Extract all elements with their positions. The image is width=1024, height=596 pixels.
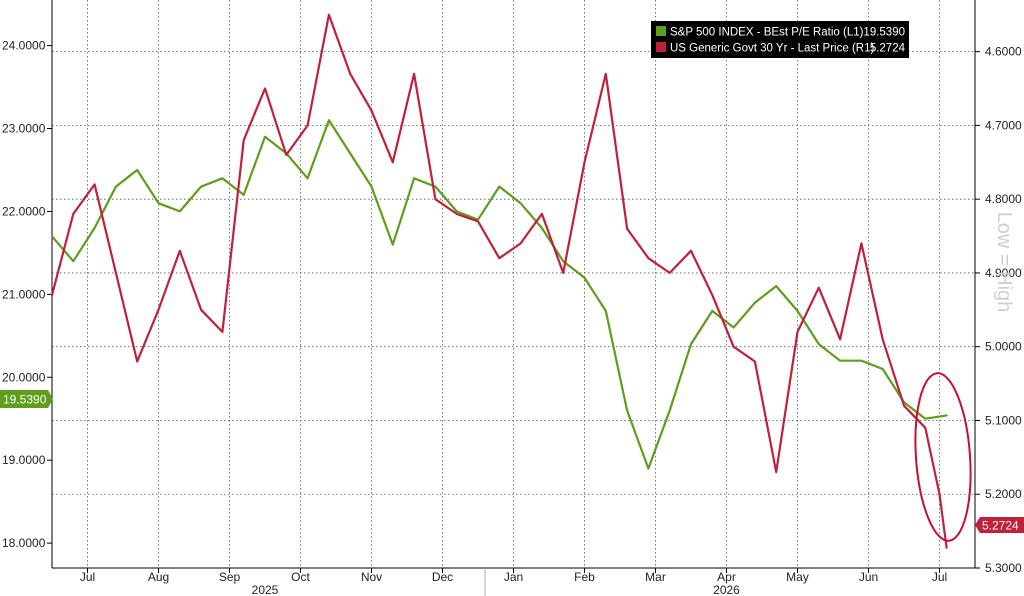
left-axis-ticks: 24.0000 23.0000 22.0000 21.0000 20.0000 19.00… — [2, 39, 52, 550]
legend-swatch-pe — [656, 26, 666, 36]
right-tick-label: 4.8000 — [985, 192, 1022, 206]
series-line-pe-ratio — [50, 119, 948, 470]
x-tick-label: Feb — [574, 570, 595, 584]
last-value-tag-pe-bg — [0, 390, 53, 408]
series-line-30yr-yield — [50, 13, 948, 549]
x-tick-label: Dec — [432, 570, 453, 584]
right-tick-label: 4.9000 — [985, 266, 1022, 280]
last-value-tag-yield-bg — [975, 517, 1024, 533]
legend: S&P 500 INDEX - BEst P/E Ratio (L1) 19.5… — [651, 21, 909, 58]
x-tick-label: Jul — [932, 570, 947, 584]
left-tick-label: 20.0000 — [2, 370, 46, 384]
x-tick-label: May — [786, 570, 809, 584]
last-value-tag-yield: 5.2724 — [975, 517, 1024, 533]
last-value-tag-pe: 19.5390 — [0, 390, 53, 408]
x-year-label: 2025 — [252, 583, 279, 596]
x-tick-label: Apr — [717, 570, 736, 584]
x-year-label: 2026 — [713, 583, 740, 596]
x-tick-label: Sep — [219, 570, 241, 584]
right-tick-label: 5.3000 — [985, 561, 1022, 575]
last-value-tag-yield-text: 5.2724 — [982, 519, 1019, 533]
legend-box — [651, 21, 909, 58]
legend-label-pe: S&P 500 INDEX - BEst P/E Ratio (L1) — [670, 27, 864, 39]
left-tick-label: 24.0000 — [2, 39, 46, 53]
x-tick-label: Nov — [361, 570, 382, 584]
right-axis-ticks: 4.6000 4.7000 4.8000 4.9000 5.0000 5.1000 5.20… — [975, 45, 1022, 575]
left-tick-label: 19.0000 — [2, 453, 46, 467]
right-tick-label: 5.0000 — [985, 340, 1022, 354]
x-tick-label: Oct — [291, 570, 310, 584]
x-tick-label: Mar — [645, 570, 666, 584]
legend-swatch-yield — [656, 42, 666, 52]
right-tick-label: 5.1000 — [985, 413, 1022, 427]
right-tick-label: 5.2000 — [985, 487, 1022, 501]
left-tick-label: 22.0000 — [2, 204, 46, 218]
left-tick-label: 23.0000 — [2, 122, 46, 136]
x-tick-label: Jan — [504, 570, 523, 584]
x-tick-label: Jul — [80, 570, 95, 584]
annotation-ellipse — [914, 372, 972, 542]
left-tick-label: 18.0000 — [2, 536, 46, 550]
x-axis-ticks: Jul Aug Sep Oct Nov Dec Jan Feb Mar Apr May Jun Jul 2… — [80, 568, 947, 596]
right-tick-label: 4.7000 — [985, 118, 1022, 132]
legend-label-yield: US Generic Govt 30 Yr - Last Price (R1) — [670, 43, 874, 55]
x-tick-label: Jun — [859, 570, 878, 584]
last-value-tag-pe-text: 19.5390 — [3, 393, 47, 407]
series-layer — [50, 13, 948, 549]
legend-value-pe: 19.5390 — [863, 27, 905, 39]
right-axis-label: Low = High — [993, 212, 1015, 313]
left-tick-label: 21.0000 — [2, 287, 46, 301]
legend-value-yield: 5.2724 — [870, 43, 906, 55]
right-tick-label: 4.6000 — [985, 45, 1022, 59]
x-tick-label: Aug — [148, 570, 169, 584]
